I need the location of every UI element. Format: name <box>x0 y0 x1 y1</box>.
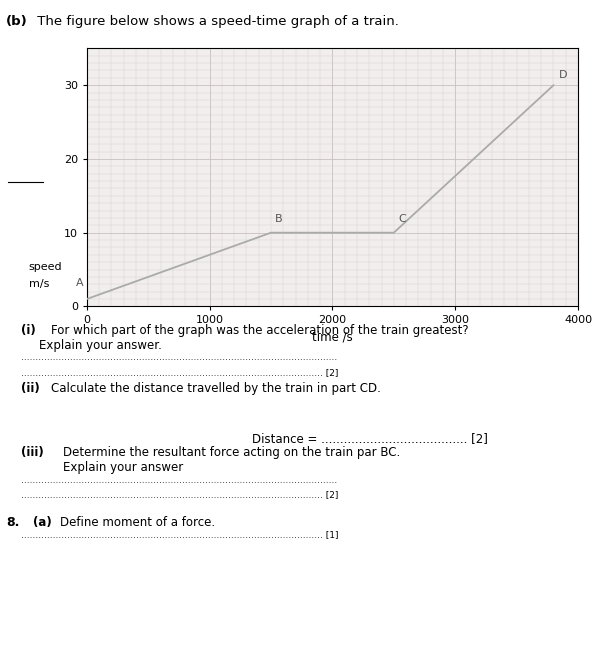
Text: Explain your answer: Explain your answer <box>63 461 183 474</box>
Text: (iii): (iii) <box>21 446 44 459</box>
Text: ................................................................................: ........................................… <box>21 476 337 485</box>
Text: Explain your answer.: Explain your answer. <box>39 339 162 352</box>
X-axis label: time /s: time /s <box>312 331 353 344</box>
Text: ................................................................................: ........................................… <box>21 530 338 539</box>
Text: speed: speed <box>29 263 62 272</box>
Text: (i): (i) <box>21 324 36 337</box>
Text: (b): (b) <box>6 15 28 28</box>
Text: D: D <box>559 70 567 80</box>
Text: Calculate the distance travelled by the train in part CD.: Calculate the distance travelled by the … <box>51 382 381 395</box>
Text: ................................................................................: ........................................… <box>21 490 338 499</box>
Text: B: B <box>275 214 283 224</box>
Text: C: C <box>398 214 406 224</box>
Text: ................................................................................: ........................................… <box>21 353 337 362</box>
Text: Define moment of a force.: Define moment of a force. <box>60 516 215 529</box>
Text: (ii): (ii) <box>21 382 40 395</box>
Text: Distance = ....................................... [2]: Distance = .............................… <box>252 432 488 445</box>
Text: 8.: 8. <box>6 516 19 529</box>
Text: Determine the resultant force acting on the train par BC.: Determine the resultant force acting on … <box>63 446 400 459</box>
Text: (a): (a) <box>33 516 52 529</box>
Text: ................................................................................: ........................................… <box>21 368 338 377</box>
Text: The figure below shows a speed-time graph of a train.: The figure below shows a speed-time grap… <box>33 15 399 28</box>
Text: For which part of the graph was the acceleration of the train greatest?: For which part of the graph was the acce… <box>51 324 468 337</box>
Text: m/s: m/s <box>29 279 49 289</box>
Text: A: A <box>75 278 83 288</box>
